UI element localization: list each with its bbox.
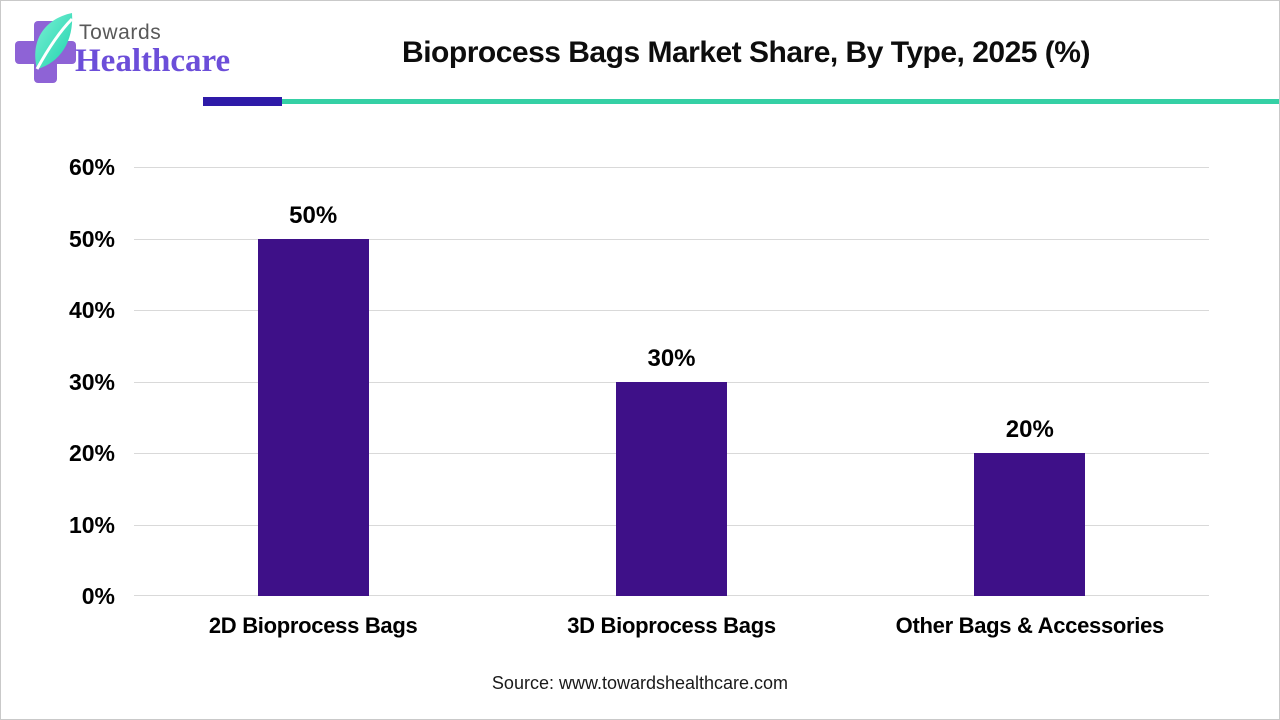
towards-healthcare-logo: Towards Healthcare — [1, 1, 271, 101]
y-axis-tick-label: 60% — [68, 154, 115, 180]
y-axis-tick-label: 10% — [68, 511, 115, 538]
gridline — [134, 310, 1209, 311]
y-axis-tick-label: 30% — [68, 368, 115, 395]
x-axis-category-label: Other Bags & Accessories — [895, 613, 1165, 638]
gridline — [134, 167, 1209, 168]
bar — [974, 453, 1086, 596]
y-axis-tick-label: 20% — [68, 440, 115, 466]
x-axis-category-label: 2D Bioprocess Bags — [208, 613, 418, 638]
y-axis-tick-label: 40% — [68, 297, 115, 323]
source-text: Source: www.towardshealthcare.com — [491, 673, 789, 693]
logo-text-towards: Towards — [79, 21, 162, 44]
divider-accent-segment — [203, 97, 282, 106]
y-axis-tick-label: 50% — [68, 225, 115, 252]
bar — [616, 381, 727, 596]
bar-value-label: 20% — [1005, 416, 1054, 443]
divider-line — [282, 99, 1279, 104]
logo-text-healthcare: Healthcare — [75, 43, 231, 79]
gridline — [134, 238, 1209, 240]
plot-area: 50% 30% 20% — [134, 167, 1209, 596]
bar-value-label: 50% — [289, 201, 338, 229]
leaf-icon — [35, 13, 74, 70]
bar — [257, 238, 369, 596]
x-axis-category-label: 3D Bioprocess Bags — [567, 613, 776, 638]
chart-title: Bioprocess Bags Market Share, By Type, 2… — [402, 36, 1090, 69]
y-axis-tick-label: 0% — [81, 583, 115, 609]
bar-value-label: 30% — [647, 344, 696, 372]
